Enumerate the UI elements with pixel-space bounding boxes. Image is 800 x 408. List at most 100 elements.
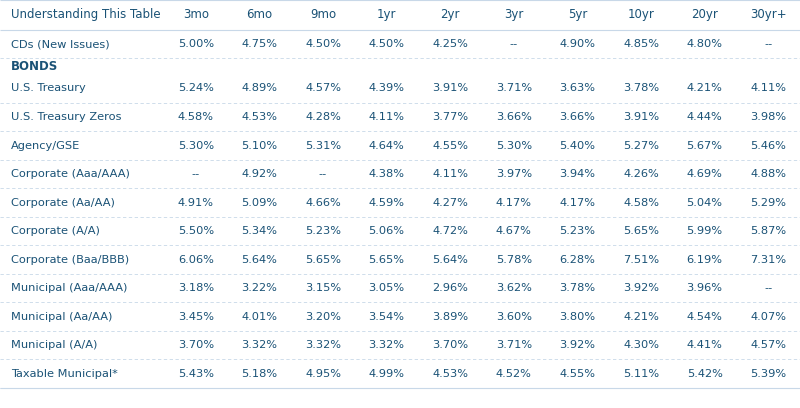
Text: 3.54%: 3.54%	[369, 312, 405, 322]
Text: 5.65%: 5.65%	[369, 255, 405, 265]
Text: 3.98%: 3.98%	[750, 112, 786, 122]
Text: 5.29%: 5.29%	[750, 197, 786, 208]
Text: 3yr: 3yr	[504, 9, 523, 22]
Text: 4.90%: 4.90%	[559, 39, 595, 49]
Text: 5.30%: 5.30%	[178, 140, 214, 151]
Text: 4.30%: 4.30%	[623, 340, 659, 350]
Text: 3.80%: 3.80%	[559, 312, 595, 322]
Text: 4.52%: 4.52%	[496, 369, 532, 379]
Text: 3.70%: 3.70%	[432, 340, 468, 350]
Text: 4.75%: 4.75%	[242, 39, 278, 49]
Text: 4.95%: 4.95%	[305, 369, 341, 379]
Text: 3.71%: 3.71%	[496, 340, 532, 350]
Text: 4.44%: 4.44%	[686, 112, 722, 122]
Text: Corporate (Aa/AA): Corporate (Aa/AA)	[11, 197, 115, 208]
Text: 20yr: 20yr	[691, 9, 718, 22]
Text: 4.99%: 4.99%	[369, 369, 405, 379]
Text: 4.92%: 4.92%	[242, 169, 278, 179]
Text: 3.22%: 3.22%	[242, 283, 278, 293]
Text: 4.07%: 4.07%	[750, 312, 786, 322]
Text: 5.50%: 5.50%	[178, 226, 214, 236]
Text: Municipal (Aa/AA): Municipal (Aa/AA)	[11, 312, 113, 322]
Text: 4.25%: 4.25%	[432, 39, 468, 49]
Text: 3.78%: 3.78%	[559, 283, 595, 293]
Text: --: --	[510, 39, 518, 49]
Text: 5.65%: 5.65%	[305, 255, 341, 265]
Text: --: --	[764, 39, 772, 49]
Text: 5.87%: 5.87%	[750, 226, 786, 236]
Text: 3.62%: 3.62%	[496, 283, 532, 293]
Text: 4.01%: 4.01%	[242, 312, 278, 322]
Text: 3.77%: 3.77%	[432, 112, 468, 122]
Text: 7.51%: 7.51%	[623, 255, 659, 265]
Text: 5.31%: 5.31%	[305, 140, 341, 151]
Text: 5.23%: 5.23%	[559, 226, 595, 236]
Text: Municipal (A/A): Municipal (A/A)	[11, 340, 98, 350]
Text: 5.40%: 5.40%	[559, 140, 595, 151]
Text: 1yr: 1yr	[377, 9, 396, 22]
Text: 5.34%: 5.34%	[242, 226, 278, 236]
Text: 5.67%: 5.67%	[686, 140, 722, 151]
Text: 5.99%: 5.99%	[686, 226, 722, 236]
Text: Agency/GSE: Agency/GSE	[11, 140, 81, 151]
Text: 3.92%: 3.92%	[623, 283, 659, 293]
Text: 4.28%: 4.28%	[305, 112, 341, 122]
Text: BONDS: BONDS	[11, 60, 58, 73]
Text: 5.11%: 5.11%	[623, 369, 659, 379]
Text: 3.97%: 3.97%	[496, 169, 532, 179]
Text: 3.92%: 3.92%	[559, 340, 595, 350]
Text: 5.42%: 5.42%	[686, 369, 722, 379]
Text: 2.96%: 2.96%	[432, 283, 468, 293]
Text: 6.19%: 6.19%	[686, 255, 722, 265]
Text: 5yr: 5yr	[568, 9, 587, 22]
Text: 4.72%: 4.72%	[432, 226, 468, 236]
Text: 4.80%: 4.80%	[686, 39, 722, 49]
Text: 4.58%: 4.58%	[178, 112, 214, 122]
Text: 4.69%: 4.69%	[686, 169, 722, 179]
Text: Corporate (A/A): Corporate (A/A)	[11, 226, 100, 236]
Text: 3.60%: 3.60%	[496, 312, 532, 322]
Text: 3.91%: 3.91%	[432, 84, 468, 93]
Text: 3.70%: 3.70%	[178, 340, 214, 350]
Text: 9mo: 9mo	[310, 9, 336, 22]
Text: 3.94%: 3.94%	[559, 169, 595, 179]
Text: 4.55%: 4.55%	[432, 140, 468, 151]
Text: 5.10%: 5.10%	[242, 140, 278, 151]
Text: 5.64%: 5.64%	[242, 255, 278, 265]
Text: 4.27%: 4.27%	[432, 197, 468, 208]
Text: 3.96%: 3.96%	[686, 283, 722, 293]
Text: 3.66%: 3.66%	[496, 112, 532, 122]
Text: 4.53%: 4.53%	[432, 369, 468, 379]
Text: 6.28%: 6.28%	[559, 255, 595, 265]
Text: 3.18%: 3.18%	[178, 283, 214, 293]
Text: 2yr: 2yr	[441, 9, 460, 22]
Text: 5.30%: 5.30%	[496, 140, 532, 151]
Text: 5.43%: 5.43%	[178, 369, 214, 379]
Text: 4.11%: 4.11%	[750, 84, 786, 93]
Text: 5.00%: 5.00%	[178, 39, 214, 49]
Text: 3.32%: 3.32%	[369, 340, 405, 350]
Text: 4.21%: 4.21%	[623, 312, 659, 322]
Text: 3.78%: 3.78%	[623, 84, 659, 93]
Text: 4.41%: 4.41%	[686, 340, 722, 350]
Text: 4.59%: 4.59%	[369, 197, 405, 208]
Text: 4.53%: 4.53%	[242, 112, 278, 122]
Text: 4.85%: 4.85%	[623, 39, 659, 49]
Text: 5.64%: 5.64%	[432, 255, 468, 265]
Text: 4.17%: 4.17%	[559, 197, 595, 208]
Text: 3.15%: 3.15%	[305, 283, 341, 293]
Text: 4.58%: 4.58%	[623, 197, 659, 208]
Text: 5.46%: 5.46%	[750, 140, 786, 151]
Text: 4.50%: 4.50%	[369, 39, 405, 49]
Text: 4.11%: 4.11%	[432, 169, 468, 179]
Text: 3mo: 3mo	[182, 9, 209, 22]
Text: Taxable Municipal*: Taxable Municipal*	[11, 369, 118, 379]
Text: 3.32%: 3.32%	[242, 340, 278, 350]
Text: 5.39%: 5.39%	[750, 369, 786, 379]
Text: 3.66%: 3.66%	[559, 112, 595, 122]
Text: 4.64%: 4.64%	[369, 140, 405, 151]
Text: 3.71%: 3.71%	[496, 84, 532, 93]
Text: --: --	[319, 169, 327, 179]
Text: 4.50%: 4.50%	[305, 39, 341, 49]
Text: 4.38%: 4.38%	[369, 169, 405, 179]
